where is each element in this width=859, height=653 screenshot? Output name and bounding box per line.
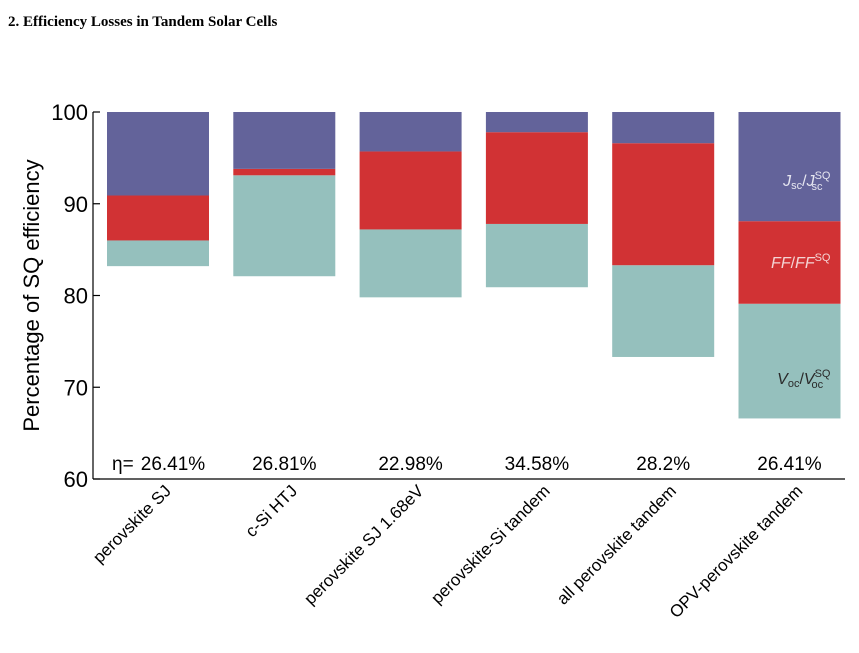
bar-jsc-6 bbox=[738, 112, 841, 222]
jsc-annotation: Jsc/JSQ sc bbox=[782, 170, 831, 193]
efficiency-label-2: 26.81% bbox=[252, 454, 317, 475]
bar-voc-3 bbox=[359, 229, 462, 298]
bar-ff-1 bbox=[107, 195, 209, 241]
bar-voc-4 bbox=[485, 223, 588, 288]
y-tick-label-100: 100 bbox=[51, 100, 88, 125]
bar-voc-1 bbox=[107, 240, 209, 267]
bar-jsc-1 bbox=[107, 112, 209, 196]
bar-voc-5 bbox=[612, 265, 715, 357]
bar-ff-2 bbox=[233, 168, 336, 176]
efficiency-label-3: 22.98% bbox=[378, 454, 443, 475]
y-tick-label-70: 70 bbox=[64, 375, 88, 400]
efficiency-label-1: 26.41% bbox=[141, 454, 206, 475]
eta-prefix: η= bbox=[112, 454, 134, 475]
bar-jsc-4 bbox=[485, 112, 588, 133]
bar-ff-4 bbox=[485, 132, 588, 224]
voc-annotation: Voc/VSQ oc bbox=[777, 368, 831, 391]
bar-ff-3 bbox=[359, 151, 462, 230]
bar-ff-5 bbox=[612, 143, 715, 266]
bar-ff-6 bbox=[738, 221, 841, 304]
efficiency-label-5: 28.2% bbox=[636, 454, 690, 475]
y-tick-label-80: 80 bbox=[64, 284, 88, 309]
x-tick-label-5: all perovskite tandem bbox=[553, 481, 680, 608]
bar-jsc-3 bbox=[359, 112, 462, 152]
x-tick-label-6: OPV-perovskite tandem bbox=[666, 481, 806, 621]
y-axis-label: Percentage of SQ efficiency bbox=[19, 159, 44, 431]
y-tick-label-60: 60 bbox=[64, 467, 88, 492]
x-tick-label-3: perovskite SJ 1.68eV bbox=[300, 481, 427, 608]
efficiency-label-4: 34.58% bbox=[505, 454, 570, 475]
ff-annotation: FF/FFSQ bbox=[771, 252, 831, 272]
bar-jsc-5 bbox=[612, 112, 715, 144]
y-tick-label-90: 90 bbox=[64, 192, 88, 217]
efficiency-label-6: 26.41% bbox=[757, 454, 822, 475]
x-tick-label-4: perovskite-Si tandem bbox=[427, 481, 553, 607]
x-tick-label-1: perovskite SJ bbox=[89, 481, 175, 567]
x-tick-label-2: c-Si HTJ bbox=[242, 481, 302, 541]
section-heading: 2. Efficiency Losses in Tandem Solar Cel… bbox=[8, 14, 278, 30]
bar-voc-2 bbox=[233, 175, 336, 277]
bar-voc-6 bbox=[738, 303, 841, 419]
bar-jsc-2 bbox=[233, 112, 336, 169]
